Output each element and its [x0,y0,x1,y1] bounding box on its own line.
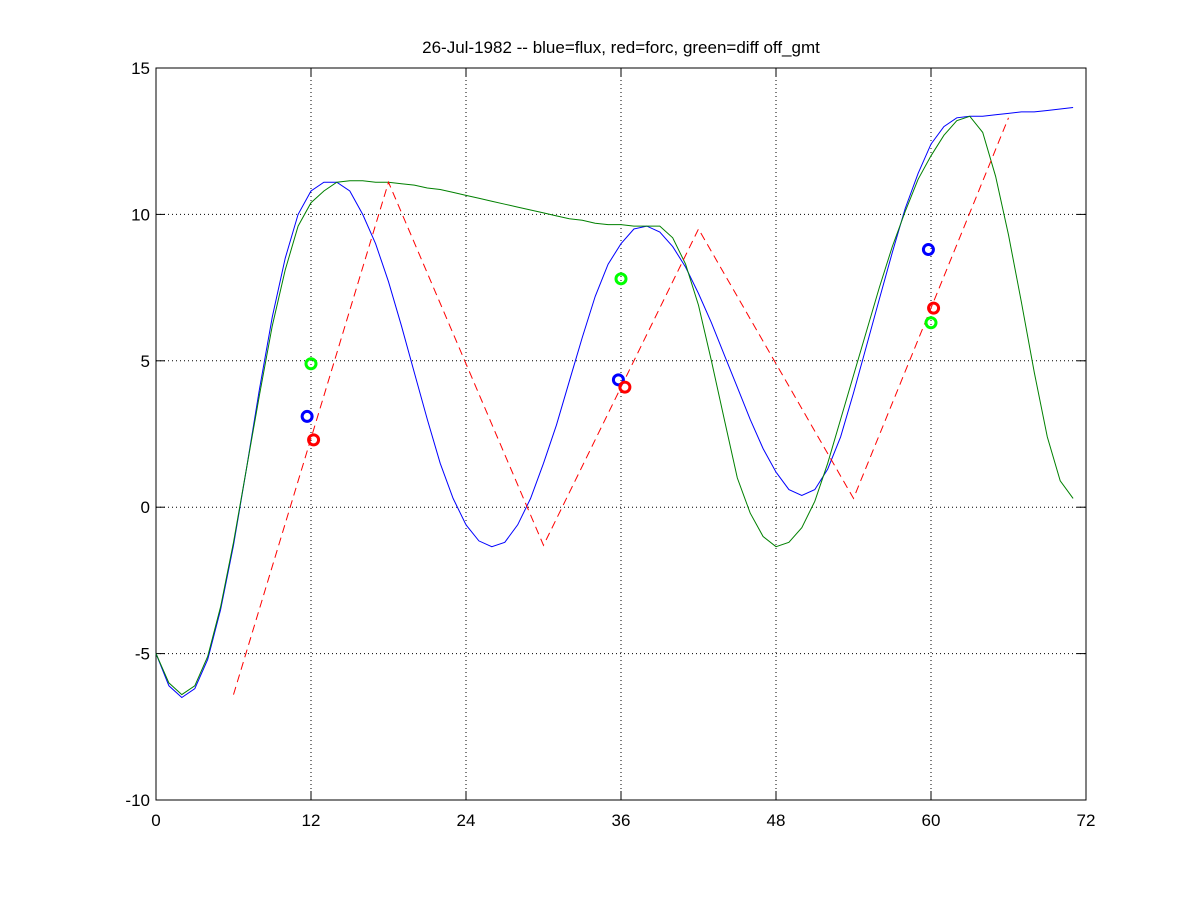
x-tick-label: 36 [612,811,631,830]
marker [921,243,935,257]
marker [618,380,632,394]
marker [304,357,318,371]
series-line [155,107,1074,699]
y-tick-label: 10 [131,205,150,224]
x-tick-label: 60 [922,811,941,830]
marker [927,301,941,315]
y-tick-label: 5 [141,352,150,371]
y-tick-label: -5 [135,645,150,664]
chart-title: 26-Jul-1982 -- blue=flux, red=forc, gree… [422,38,820,57]
y-tick-label: 0 [141,498,150,517]
y-tick-label: 15 [131,59,150,78]
x-tick-label: 0 [151,811,160,830]
x-tick-label: 72 [1077,811,1096,830]
marker [611,373,625,387]
plot-frame [155,67,1087,801]
y-tick-label: -10 [125,791,150,810]
marker [307,433,321,447]
x-tick-label: 24 [457,811,476,830]
marker [924,316,938,330]
marker [300,409,314,423]
marker [614,272,628,286]
series-line [155,115,1074,696]
x-tick-label: 48 [767,811,786,830]
x-tick-label: 12 [302,811,321,830]
